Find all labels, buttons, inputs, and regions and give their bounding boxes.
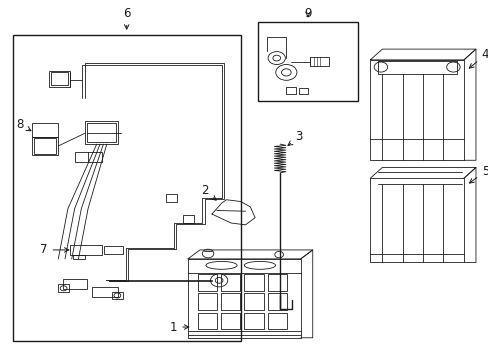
Bar bbox=[34, 138, 56, 154]
Bar bbox=[166, 194, 177, 202]
Bar bbox=[377, 60, 456, 74]
Bar bbox=[32, 123, 58, 137]
Bar bbox=[75, 152, 102, 162]
Bar bbox=[299, 88, 307, 94]
Bar bbox=[267, 293, 287, 310]
Bar bbox=[70, 244, 102, 255]
Bar bbox=[187, 259, 300, 338]
Text: 7: 7 bbox=[40, 243, 69, 256]
Bar bbox=[369, 60, 463, 160]
Bar bbox=[197, 312, 217, 329]
Text: 3: 3 bbox=[287, 130, 303, 145]
Bar bbox=[87, 123, 116, 142]
Bar bbox=[49, 71, 70, 87]
Bar bbox=[267, 274, 287, 291]
Text: 4: 4 bbox=[468, 48, 488, 68]
Bar bbox=[369, 178, 463, 262]
Bar bbox=[221, 312, 240, 329]
Text: 6: 6 bbox=[122, 7, 130, 29]
Bar bbox=[58, 284, 69, 292]
Bar bbox=[221, 274, 240, 291]
Bar bbox=[13, 35, 240, 341]
Bar bbox=[221, 293, 240, 310]
Bar bbox=[244, 293, 264, 310]
Text: 2: 2 bbox=[201, 184, 216, 200]
Bar bbox=[73, 255, 84, 259]
Bar bbox=[92, 287, 118, 297]
Bar bbox=[197, 274, 217, 291]
Bar bbox=[244, 312, 264, 329]
Text: 8: 8 bbox=[16, 118, 31, 131]
Bar bbox=[257, 22, 358, 101]
Bar bbox=[267, 312, 287, 329]
Bar bbox=[63, 279, 87, 289]
Bar bbox=[244, 274, 264, 291]
Bar bbox=[197, 293, 217, 310]
Bar bbox=[183, 215, 193, 223]
Bar bbox=[84, 121, 118, 144]
Text: 5: 5 bbox=[468, 165, 488, 183]
Bar bbox=[32, 137, 58, 155]
Bar bbox=[286, 87, 295, 94]
Text: 9: 9 bbox=[304, 7, 311, 20]
Text: 1: 1 bbox=[169, 320, 188, 333]
Bar bbox=[103, 246, 123, 253]
Bar bbox=[112, 292, 122, 300]
Bar bbox=[310, 57, 328, 66]
Bar bbox=[51, 72, 68, 85]
